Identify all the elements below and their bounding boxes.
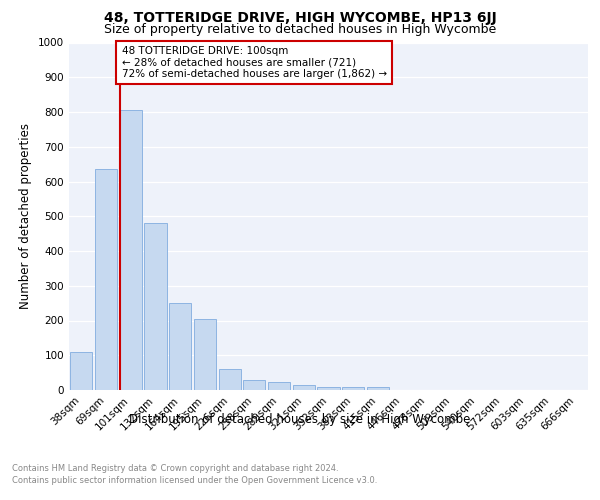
Bar: [243, 380, 265, 390]
Text: 48, TOTTERIDGE DRIVE, HIGH WYCOMBE, HP13 6JJ: 48, TOTTERIDGE DRIVE, HIGH WYCOMBE, HP13…: [104, 11, 496, 25]
Text: Contains public sector information licensed under the Open Government Licence v3: Contains public sector information licen…: [12, 476, 377, 485]
Bar: [268, 382, 290, 390]
Text: Size of property relative to detached houses in High Wycombe: Size of property relative to detached ho…: [104, 22, 496, 36]
Bar: [367, 386, 389, 390]
Bar: [145, 223, 167, 390]
Text: Contains HM Land Registry data © Crown copyright and database right 2024.: Contains HM Land Registry data © Crown c…: [12, 464, 338, 473]
Bar: [119, 110, 142, 390]
Bar: [218, 369, 241, 390]
Bar: [317, 386, 340, 390]
Y-axis label: Number of detached properties: Number of detached properties: [19, 123, 32, 309]
Text: Distribution of detached houses by size in High Wycombe: Distribution of detached houses by size …: [130, 412, 470, 426]
Bar: [95, 170, 117, 390]
Bar: [194, 319, 216, 390]
Text: 48 TOTTERIDGE DRIVE: 100sqm
← 28% of detached houses are smaller (721)
72% of se: 48 TOTTERIDGE DRIVE: 100sqm ← 28% of det…: [122, 46, 387, 79]
Bar: [169, 303, 191, 390]
Bar: [293, 385, 315, 390]
Bar: [342, 386, 364, 390]
Bar: [70, 352, 92, 390]
